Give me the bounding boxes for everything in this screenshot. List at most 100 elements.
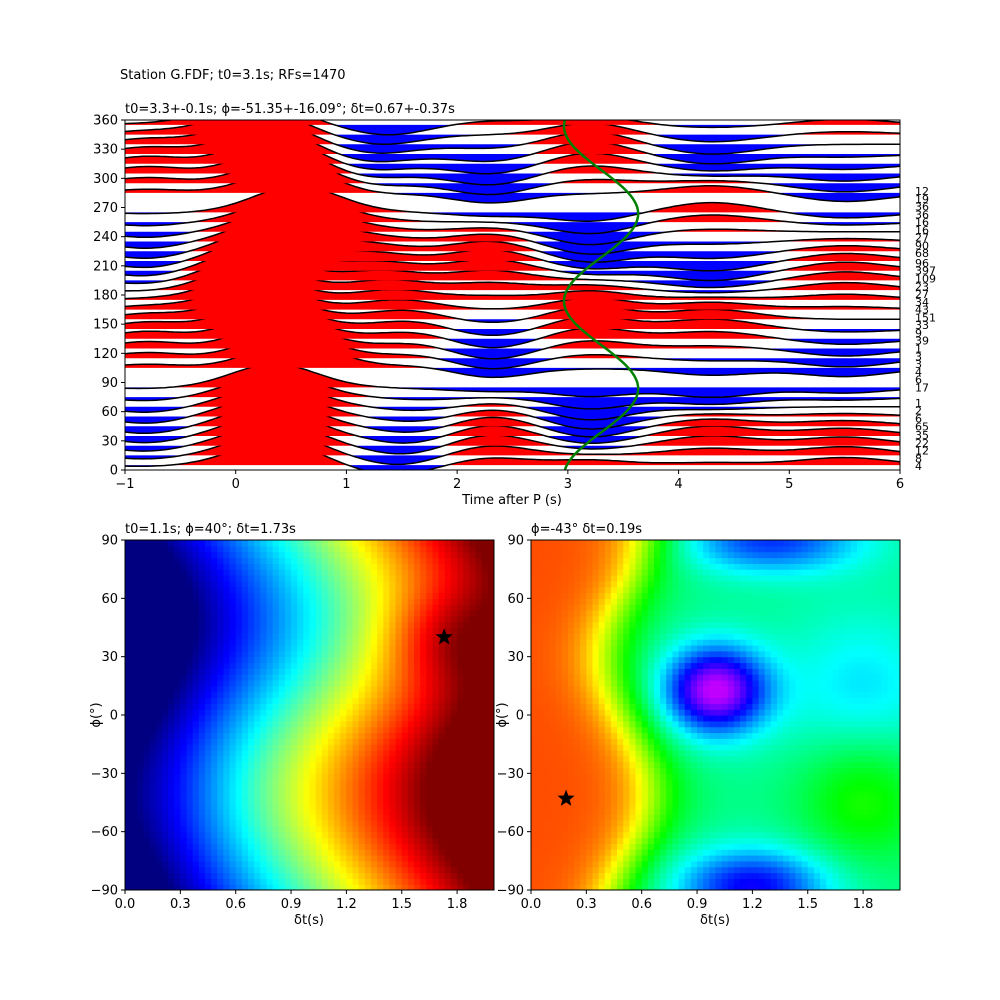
heatmap-cell (217, 802, 224, 809)
heatmap-cell (604, 820, 612, 827)
heatmap-cell (537, 650, 544, 658)
heatmap-cell (617, 551, 624, 559)
heatmap-cell (125, 650, 132, 658)
heatmap-cell (543, 656, 551, 664)
heatmap-cell (481, 709, 489, 716)
heatmap-cell (223, 796, 231, 804)
heatmap-cell (444, 674, 452, 681)
heatmap-cell (217, 650, 224, 658)
heatmap-cell (272, 837, 280, 844)
heatmap-cell (371, 785, 378, 792)
heatmap-cell (580, 767, 587, 774)
heatmap-cell (395, 837, 403, 844)
heatmap-cell (241, 761, 249, 769)
heatmap-cell (647, 872, 655, 879)
heatmap-cell (254, 592, 261, 599)
heatmap-cell (481, 884, 489, 890)
heatmap-cell (223, 580, 231, 588)
heatmap-cell (629, 575, 637, 582)
heatmap-cell (303, 884, 311, 890)
heatmap-cell (346, 831, 354, 839)
heatmap-cell (487, 662, 494, 669)
heatmap-cell (248, 540, 255, 547)
heatmap-cell (617, 656, 624, 664)
heatmap-cell (457, 860, 464, 868)
heatmap-cell (272, 557, 280, 564)
heatmap-cell (580, 680, 587, 687)
heatmap-cell (131, 685, 138, 693)
heatmap-cell (204, 633, 212, 640)
heatmap-cell (432, 878, 440, 885)
heatmap-cell (555, 575, 563, 582)
heatmap-cell (192, 790, 200, 798)
heatmap-cell (211, 738, 218, 745)
heatmap-cell (469, 808, 477, 815)
heatmap-cell (155, 755, 163, 763)
heatmap-cell (192, 633, 200, 640)
heatmap-cell (629, 551, 637, 559)
heatmap-cell (610, 621, 618, 629)
heatmap-cell (420, 878, 427, 885)
heatmap-cell (217, 796, 224, 804)
heatmap-cell (371, 615, 378, 623)
heatmap-cell (137, 697, 145, 704)
heatmap-cell (327, 615, 335, 623)
heatmap-cell (389, 540, 397, 547)
heatmap-cell (580, 580, 587, 588)
heatmap-cell (580, 720, 587, 728)
heatmap-cell (327, 650, 335, 658)
heatmap-cell (371, 703, 378, 710)
heatmap-cell (254, 825, 261, 833)
heatmap-cell (174, 855, 181, 862)
heatmap-cell (543, 645, 551, 652)
heatmap-cell (635, 837, 643, 844)
heatmap-cell (186, 738, 194, 745)
heatmap-cell (334, 697, 341, 704)
heatmap-cell (229, 744, 237, 751)
heatmap-cell (389, 645, 397, 652)
heatmap-cell (168, 790, 175, 798)
heatmap-cell (586, 633, 594, 640)
heatmap-cell (401, 586, 409, 594)
heatmap-cell (604, 825, 612, 833)
heatmap-cell (149, 703, 157, 710)
heatmap-cell (137, 715, 145, 722)
heatmap-cell (463, 662, 470, 669)
heatmap-cell (555, 820, 563, 827)
heatmap-cell (617, 843, 624, 850)
heatmap-cell (567, 779, 575, 786)
heatmap-cell (401, 866, 409, 874)
heatmap-cell (371, 545, 378, 553)
heatmap-cell (377, 860, 384, 868)
heatmap-cell (438, 540, 446, 547)
heatmap-cell (254, 831, 261, 839)
heatmap-cell (321, 662, 329, 669)
heatmap-cell (149, 790, 157, 798)
heatmap-cell (180, 820, 188, 827)
heatmap-cell (574, 575, 581, 582)
heatmap-cell (334, 831, 341, 839)
heatmap-cell (555, 580, 563, 588)
heatmap-cell (481, 878, 489, 885)
heatmap-cell (241, 808, 249, 815)
heatmap-cell (414, 720, 421, 728)
heatmap-cell (266, 726, 274, 734)
heatmap-cell (407, 650, 415, 658)
heatmap-cell (217, 639, 224, 646)
heatmap-cell (211, 545, 218, 553)
heatmap-cell (204, 650, 212, 658)
heatmap-cell (438, 750, 446, 757)
figure-suptitle: Station G.FDF; t0=3.1s; RFs=1470 (120, 68, 346, 83)
heatmap-cell (352, 680, 360, 687)
heatmap-cell (426, 814, 434, 821)
heatmap-cell (414, 750, 421, 757)
y-tick-label: 300 (93, 172, 118, 187)
heatmap-cell (149, 755, 157, 763)
heatmap-cell (358, 837, 366, 844)
heatmap-cell (192, 598, 200, 605)
heatmap-cell (278, 715, 286, 722)
heatmap-cell (604, 738, 612, 745)
heatmap-cell (487, 598, 494, 605)
heatmap-cell (186, 709, 194, 716)
heatmap-cell (155, 563, 163, 570)
